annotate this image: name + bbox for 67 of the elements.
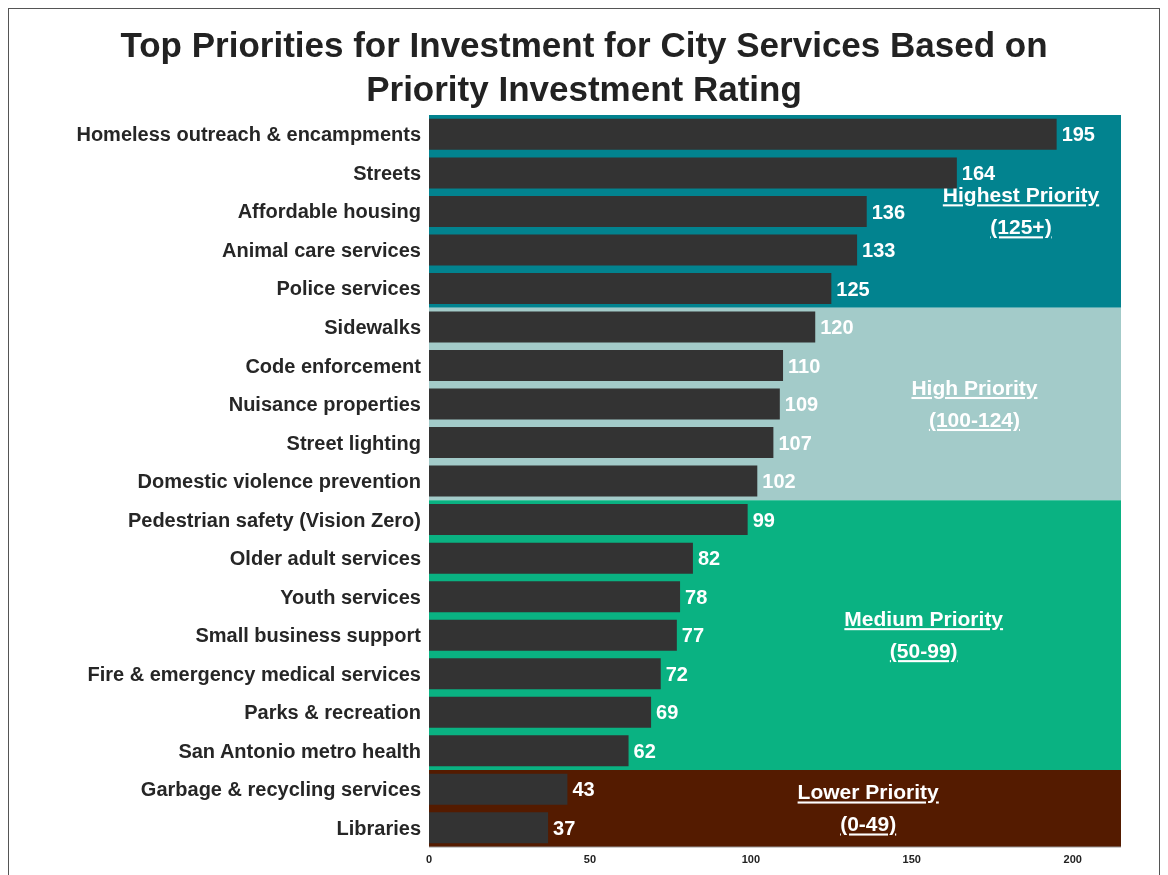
y-tick-label: Older adult services <box>229 547 421 570</box>
bar <box>429 427 774 459</box>
bar <box>429 388 780 420</box>
data-label: 78 <box>685 585 708 608</box>
data-label: 164 <box>961 161 997 184</box>
y-tick-label: Animal care services <box>221 238 421 261</box>
y-tick-label: Homeless outreach & encampments <box>76 123 421 146</box>
data-label: 120 <box>820 316 854 339</box>
x-tick-label: 0 <box>425 852 433 865</box>
bar <box>429 311 816 343</box>
data-label: 107 <box>778 431 812 454</box>
data-label: 195 <box>1061 123 1095 146</box>
bar <box>429 118 1057 150</box>
y-tick-label: Code enforcement <box>245 354 422 377</box>
bar <box>429 581 681 613</box>
data-label: 43 <box>572 778 595 801</box>
bar <box>429 272 832 304</box>
data-label: 82 <box>697 547 721 570</box>
bar <box>429 350 784 382</box>
x-tick-label: 200 <box>1063 852 1082 865</box>
data-label: 102 <box>762 470 796 493</box>
y-tick-label: Libraries <box>336 816 421 839</box>
band-label: Lower Priority (0-49) <box>797 780 940 836</box>
y-tick-label: Youth services <box>280 585 421 608</box>
bar <box>429 658 661 690</box>
bar <box>429 696 652 728</box>
y-tick-label: Nuisance properties <box>228 393 421 416</box>
bar <box>429 812 549 844</box>
y-tick-label: Small business support <box>195 624 422 647</box>
y-tick-label: Pedestrian safety (Vision Zero) <box>127 508 421 531</box>
bar <box>429 542 693 574</box>
data-label: 69 <box>656 701 679 724</box>
x-tick-label: 150 <box>902 852 921 865</box>
y-tick-label: Police services <box>276 277 421 300</box>
y-tick-label: Affordable housing <box>237 200 421 223</box>
y-tick-label: Street lighting <box>286 431 421 454</box>
data-label: 62 <box>633 739 656 762</box>
bar <box>429 157 957 189</box>
data-label: 125 <box>836 277 870 300</box>
chart-title: Top Priorities for Investment for City Services Based on Priority Investment Rating <box>119 24 1049 110</box>
band-label: High Priority (100-124) <box>911 375 1038 431</box>
band-label: Medium Priority (50-99) <box>844 607 1004 663</box>
bar <box>429 619 677 651</box>
data-label: 109 <box>784 393 819 416</box>
bar <box>429 465 758 497</box>
y-tick-label: Domestic violence prevention <box>137 470 421 493</box>
data-label: 99 <box>752 508 775 531</box>
data-label: 133 <box>862 239 896 262</box>
y-tick-label: Fire & emergency medical services <box>87 662 421 685</box>
x-tick-label: 100 <box>741 852 761 865</box>
y-tick-label: San Antonio metro health <box>178 739 421 762</box>
band-label: Highest Priority (125+) <box>942 183 1100 239</box>
data-label: 72 <box>665 662 688 685</box>
y-tick-label: Garbage & recycling services <box>140 778 421 801</box>
bar <box>429 504 748 536</box>
y-tick-label: Parks & recreation <box>244 701 421 724</box>
data-label: 110 <box>788 354 821 377</box>
y-tick-label: Sidewalks <box>324 315 421 338</box>
data-label: 136 <box>871 200 906 223</box>
bar <box>429 735 629 767</box>
data-label: 77 <box>681 624 705 647</box>
bar <box>429 773 568 805</box>
x-tick-label: 50 <box>583 852 597 865</box>
bar <box>429 195 867 227</box>
y-tick-label: Streets <box>353 161 421 184</box>
data-label: 37 <box>553 816 576 839</box>
bar <box>429 234 858 266</box>
